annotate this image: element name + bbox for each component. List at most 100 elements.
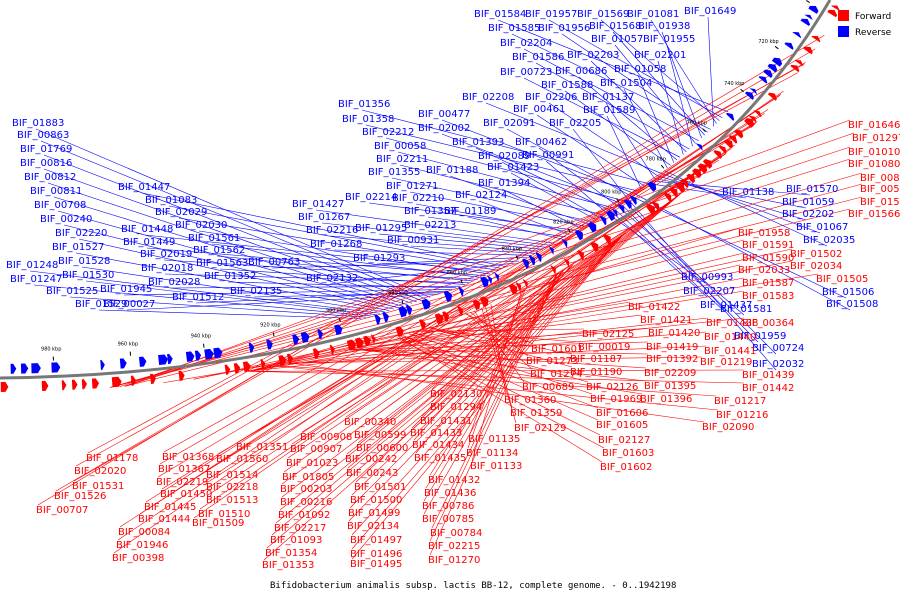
gene-label: BIF_01178 xyxy=(86,453,138,464)
gene-label: BIF_00027 xyxy=(103,299,155,310)
gene-label: BIF_01093 xyxy=(270,535,322,546)
gene-label: BIF_01563 xyxy=(196,258,248,269)
leader-line xyxy=(29,270,381,314)
forward-gene xyxy=(577,250,584,260)
gene-label: BIF_00707 xyxy=(36,505,88,516)
leader-line xyxy=(600,19,720,121)
gene-label: BIF_01441 xyxy=(704,346,756,357)
gene-label: BIF_01248 xyxy=(6,260,58,271)
gene-label: BIF_01531 xyxy=(72,481,124,492)
scale-tick-label: 740 kbp xyxy=(724,81,744,87)
scale-tick-label: 820 kbp xyxy=(553,219,573,225)
reverse-gene xyxy=(647,181,657,192)
gene-label: BIF_00908 xyxy=(300,432,352,443)
scale-tick-label: 860 kbp xyxy=(447,270,467,276)
scale-tick-label: 800 kbp xyxy=(601,190,621,196)
gene-label: BIF_01293 xyxy=(353,253,405,264)
gene-label: BIF_00871 xyxy=(860,173,900,184)
gene-label: BIF_02035 xyxy=(803,235,855,246)
leader-line xyxy=(271,260,519,269)
scale-tick-mark xyxy=(338,317,341,322)
reverse-gene xyxy=(623,199,632,209)
scale-tick-mark xyxy=(203,343,205,348)
forward-gene xyxy=(0,381,9,392)
forward-gene xyxy=(61,380,67,391)
gene-label: BIF_01059 xyxy=(782,197,834,208)
leader-line xyxy=(609,209,708,298)
leader-line xyxy=(474,310,525,383)
gene-label: BIF_02216 xyxy=(306,225,358,236)
gene-label: BIF_00724 xyxy=(752,343,804,354)
scale-tick-mark xyxy=(616,198,620,203)
gene-label: BIF_01393 xyxy=(452,137,504,148)
forward-gene xyxy=(663,192,672,202)
gene-label: BIF_01585 xyxy=(488,23,540,34)
forward-gene xyxy=(329,344,335,355)
leader-line xyxy=(501,161,600,218)
scale-tick-mark xyxy=(740,88,744,93)
gene-label: BIF_02002 xyxy=(418,123,470,134)
legend: Forward Reverse xyxy=(838,10,892,38)
reverse-gene xyxy=(494,272,500,282)
gene-label: BIF_02209 xyxy=(644,368,696,379)
leader-line xyxy=(248,277,745,372)
leader-line xyxy=(425,270,562,489)
gene-label: BIF_02132 xyxy=(306,273,358,284)
gene-label: BIF_00993 xyxy=(681,272,733,283)
gene-label: BIF_00786 xyxy=(422,501,474,512)
scale-tick-label: 780 kbp xyxy=(646,157,666,163)
gene-label: BIF_00058 xyxy=(374,141,426,152)
leader-line xyxy=(283,198,674,473)
forward-gene xyxy=(590,241,599,253)
leader-line xyxy=(159,122,757,465)
gene-label: BIF_01434 xyxy=(412,440,464,451)
leader-line xyxy=(402,335,599,421)
forward-gene xyxy=(646,204,656,216)
gene-label: BIF_01134 xyxy=(466,448,518,459)
gene-label: BIF_00019 xyxy=(578,342,630,353)
gene-label: BIF_01297 xyxy=(852,133,900,144)
gene-label: BIF_02205 xyxy=(549,118,601,129)
forward-gene xyxy=(346,339,357,351)
leader-line xyxy=(357,238,618,444)
forward-gene xyxy=(811,35,821,43)
gene-label: BIF_01564 xyxy=(860,197,900,208)
leader-line xyxy=(43,154,422,301)
forward-gene xyxy=(81,379,87,390)
scale-tick-label: 840 kbp xyxy=(502,246,522,252)
gene-label: BIF_01499 xyxy=(348,508,400,519)
leader-line xyxy=(355,237,619,483)
gene-label: BIF_01957 xyxy=(525,9,577,20)
leader-line xyxy=(613,207,725,312)
gene-label: BIF_02215 xyxy=(428,541,480,552)
leader-line xyxy=(385,137,624,201)
scale-tick-label: 880 kbp xyxy=(388,291,408,297)
reverse-gene xyxy=(10,363,17,374)
gene-label: BIF_00599 xyxy=(354,430,406,441)
leader-line xyxy=(572,128,628,199)
leader-line xyxy=(511,33,711,130)
gene-label: BIF_01450 xyxy=(160,489,212,500)
gene-label: BIF_01368 xyxy=(162,452,214,463)
leader-line xyxy=(53,196,408,306)
gene-label: BIF_02125 xyxy=(582,329,634,340)
gene-label: BIF_01581 xyxy=(720,304,772,315)
leader-line xyxy=(391,177,592,222)
gene-label: BIF_01353 xyxy=(262,560,314,571)
leader-line xyxy=(73,62,806,482)
gene-label: BIF_01590 xyxy=(742,253,794,264)
forward-gene xyxy=(697,163,708,174)
leader-line xyxy=(329,235,539,252)
forward-gene xyxy=(355,337,364,349)
gene-label: BIF_01294 xyxy=(430,402,482,413)
leader-line xyxy=(630,195,847,299)
leader-line xyxy=(410,245,535,254)
gene-label: BIF_00708 xyxy=(34,200,86,211)
leader-line xyxy=(657,175,807,221)
gene-label: BIF_01528 xyxy=(58,256,110,267)
reverse-gene xyxy=(804,14,813,21)
forward-gene xyxy=(794,59,804,67)
gene-label: BIF_01358 xyxy=(342,114,394,125)
gene-label: BIF_01081 xyxy=(627,9,679,20)
gene-label: BIF_00763 xyxy=(248,257,300,268)
